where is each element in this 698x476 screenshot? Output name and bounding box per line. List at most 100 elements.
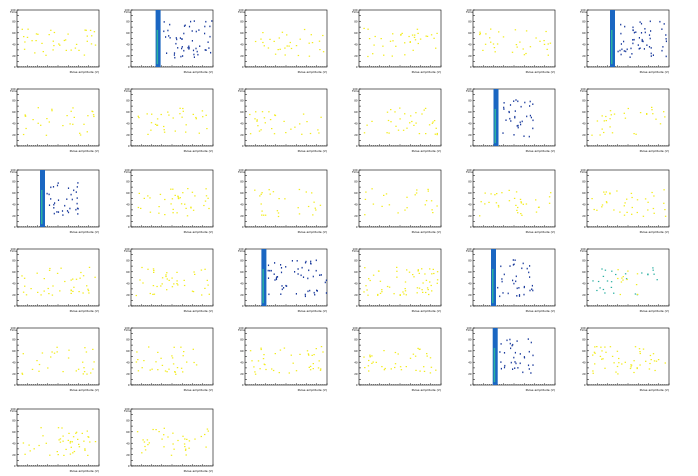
data-cell [592,370,594,372]
data-cell [176,367,179,369]
data-cell [91,35,93,37]
tail-cell [184,24,186,27]
plot-frame [472,248,556,307]
y-axis-label: Time [465,170,473,174]
y-axis-label: Time [579,10,587,14]
tail-cell [300,274,302,277]
tail-cell [662,46,664,48]
data-cell [318,132,320,134]
data-cell [157,369,159,371]
data-cell [604,346,606,348]
data-cell [164,370,167,372]
data-cell [624,202,626,204]
data-cell [594,346,596,348]
y-tick-label: 20 [354,54,358,58]
y-tick-label: 40 [354,202,358,206]
data-cell [135,294,137,297]
data-cell [397,353,399,355]
y-tick-label: 100 [581,87,586,91]
data-cell [646,113,648,115]
data-cell [73,450,76,453]
data-cell [152,428,154,431]
data-cell [71,441,73,443]
y-tick-label: 80 [126,338,130,342]
y-axis-label: Time [465,89,473,93]
tail-cell [46,192,48,195]
data-cell [163,131,166,133]
data-cell [515,44,518,46]
x-axis-label: Pulse amplitude (V) [526,149,555,153]
data-cell [147,444,149,446]
tail-cell [267,277,270,279]
data-cell [166,272,168,274]
y-tick-label: 40 [12,441,16,445]
data-cell [90,43,93,45]
data-cell [386,111,389,113]
data-cell [137,206,140,209]
data-cell [636,211,638,214]
data-cell [185,454,187,456]
y-tick-label: 80 [12,20,16,24]
y-tick-label: 80 [354,338,358,342]
tail-cell [529,289,531,292]
data-cell [299,353,301,355]
data-cell [601,358,603,360]
data-cell [602,275,605,277]
data-cell [288,45,290,47]
tail-cell [163,30,165,33]
tail-cell [523,293,525,296]
data-cell [260,347,262,349]
data-cell [87,290,90,292]
tail-cell [505,119,507,121]
tail-cell [281,288,283,291]
data-cell [421,289,423,291]
y-tick-label: 80 [240,99,244,103]
data-cell [430,366,433,368]
data-cell [89,441,91,443]
data-cell [401,32,403,34]
y-axis-label: Time [123,89,131,93]
data-cell [308,55,311,57]
data-cell [206,428,209,430]
y-tick-label: 0 [128,144,130,148]
data-cell [167,111,169,113]
data-cell [653,212,655,214]
y-tick-label: 60 [582,349,586,353]
tail-cell [522,262,524,265]
tail-cell [54,202,56,204]
data-cell [322,351,324,353]
tail-cell [61,210,64,212]
data-cell [78,49,80,51]
data-cell [271,128,273,130]
data-cell [603,191,605,193]
data-cell [204,268,206,270]
data-cell [83,440,85,442]
y-tick-label: 20 [582,372,586,376]
y-tick-label: 80 [468,180,472,184]
tail-cell [181,46,183,48]
data-cell [83,123,85,125]
y-tick-label: 40 [126,42,130,46]
data-cell [639,352,641,355]
tail-cell [296,260,298,262]
y-tick-label: 0 [242,304,244,308]
data-cell [183,279,185,281]
data-cell [496,43,499,45]
tail-cell [640,32,643,34]
y-tick-label: 20 [126,293,130,297]
tail-cell [513,263,515,266]
data-cell [433,272,435,275]
tail-cell [304,295,306,298]
data-cell [301,133,303,135]
y-tick-label: 60 [354,31,358,35]
y-tick-label: 0 [242,383,244,387]
data-cell [135,361,138,363]
data-cell [69,440,72,443]
data-cell [93,361,95,363]
data-cell [149,197,151,199]
data-cell [434,133,436,135]
data-cell [550,192,552,194]
tail-cell [209,25,211,28]
y-tick-label: 0 [584,65,586,69]
